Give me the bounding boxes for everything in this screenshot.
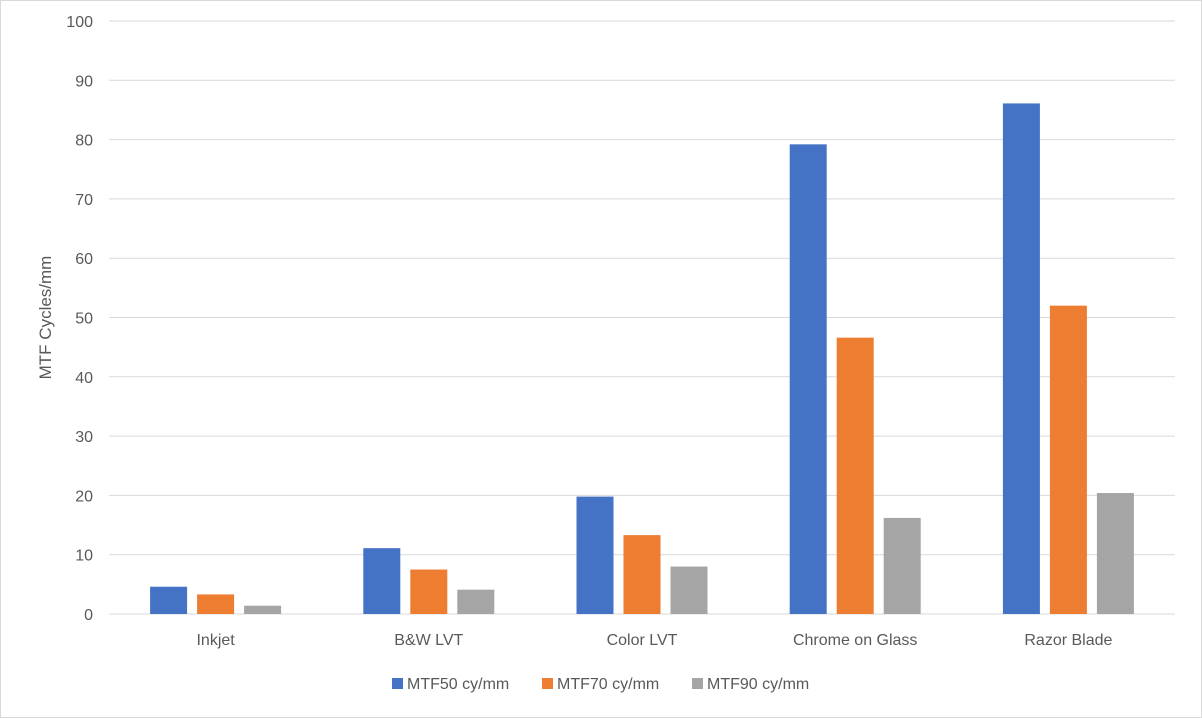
y-tick-label: 30: [75, 429, 93, 446]
bar-mtf70: [197, 594, 235, 614]
y-tick-label: 80: [75, 133, 93, 150]
y-axis-title: MTF Cycles/mm: [36, 256, 55, 380]
x-category-label: Chrome on Glass: [793, 632, 918, 649]
legend-swatch: [542, 678, 553, 689]
bar-mtf50: [789, 144, 827, 614]
legend-label: MTF90 cy/mm: [707, 676, 809, 693]
legend-swatch: [692, 678, 703, 689]
bar-mtf50: [150, 586, 188, 614]
bar-mtf90: [457, 589, 495, 614]
y-tick-label: 90: [75, 73, 93, 90]
legend-label: MTF70 cy/mm: [557, 676, 659, 693]
y-tick-label: 100: [66, 14, 93, 31]
y-tick-label: 40: [75, 370, 93, 387]
legend: MTF50 cy/mm MTF70 cy/mm MTF90 cy/mm: [392, 676, 809, 693]
bar-mtf90: [244, 605, 282, 614]
bar-mtf50: [576, 496, 614, 614]
bar-mtf90: [883, 517, 921, 614]
y-tick-label: 20: [75, 488, 93, 505]
bar-mtf90: [670, 566, 708, 614]
bar-mtf70: [623, 535, 661, 614]
y-tick-label: 10: [75, 548, 93, 565]
bar-mtf70: [836, 337, 874, 614]
legend-swatch: [392, 678, 403, 689]
bar-mtf70: [1049, 305, 1087, 614]
x-category-label: Razor Blade: [1024, 632, 1112, 649]
bar-mtf50: [363, 548, 401, 614]
bars: [150, 103, 1134, 614]
y-axis-ticks: 0 10 20 30 40 50 60 70 80 90 100: [66, 14, 93, 624]
x-category-label: Color LVT: [607, 632, 678, 649]
x-axis-categories: Inkjet B&W LVT Color LVT Chrome on Glass Raz…: [196, 632, 1112, 649]
y-tick-label: 70: [75, 192, 93, 209]
y-tick-label: 0: [84, 607, 93, 624]
x-category-label: Inkjet: [196, 632, 235, 649]
gridlines: [109, 20, 1175, 615]
x-category-label: B&W LVT: [394, 632, 463, 649]
bar-mtf70: [410, 569, 448, 614]
bar-mtf50: [1002, 103, 1040, 614]
legend-label: MTF50 cy/mm: [407, 676, 509, 693]
y-tick-label: 50: [75, 311, 93, 328]
bar-mtf90: [1096, 493, 1134, 614]
y-tick-label: 60: [75, 251, 93, 268]
